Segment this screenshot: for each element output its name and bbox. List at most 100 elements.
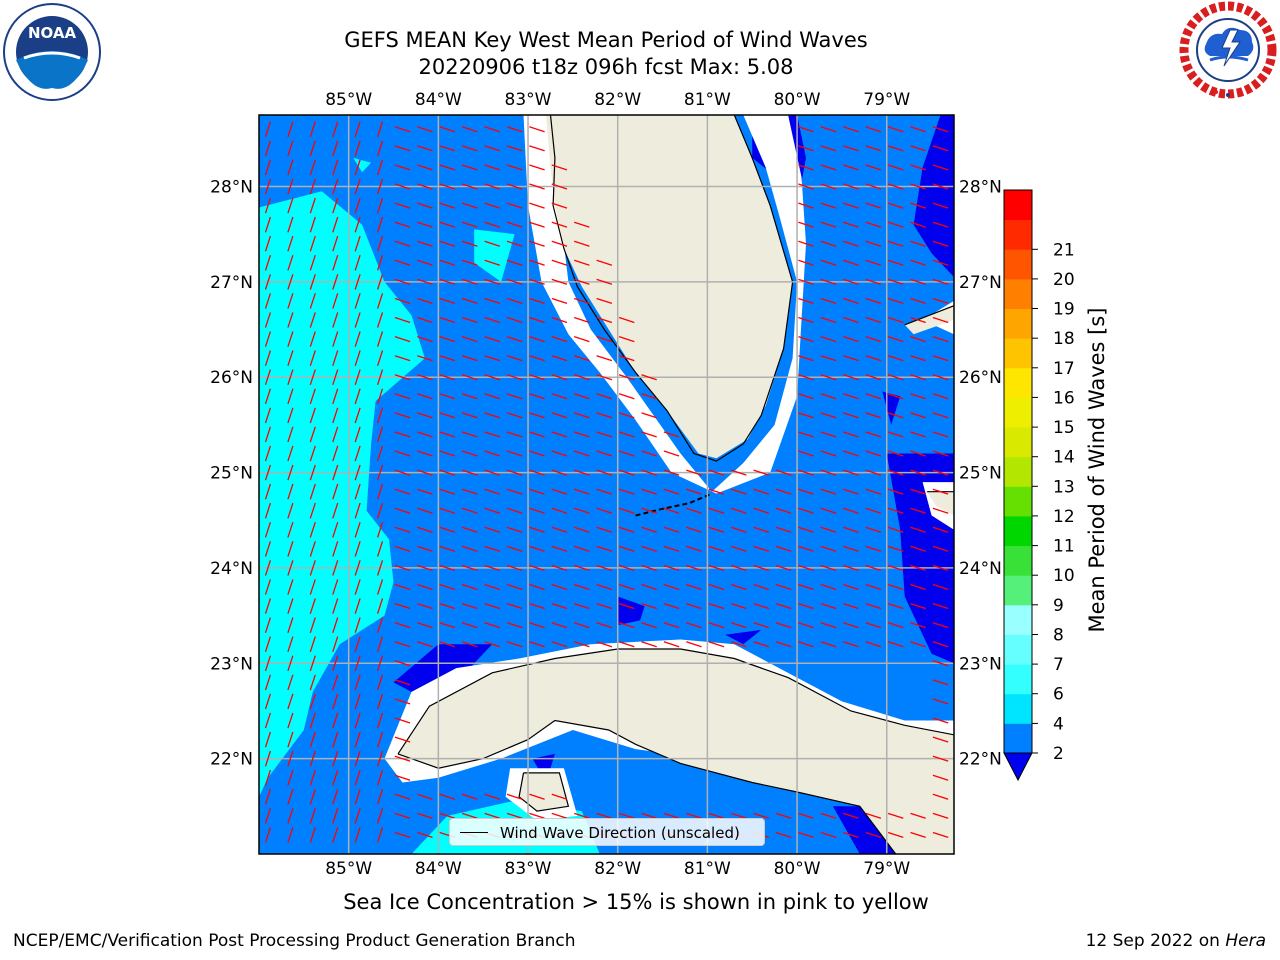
wind-wave-arrow — [887, 564, 904, 572]
coastline-grand-bahama — [904, 305, 954, 326]
wind-wave-arrow — [354, 235, 361, 252]
wind-wave-arrow — [332, 636, 339, 652]
wind-wave-arrow — [574, 812, 590, 819]
wind-wave-arrow — [376, 350, 384, 366]
wind-wave-arrow — [529, 564, 545, 572]
wind-wave-arrow — [439, 297, 456, 305]
wind-wave-arrow — [663, 526, 680, 533]
wind-wave-arrow — [775, 812, 792, 819]
wind-wave-arrows — [264, 121, 949, 843]
wind-wave-arrow — [596, 583, 613, 591]
wind-wave-arrow — [287, 426, 294, 443]
wind-wave-arrow — [309, 197, 316, 214]
wind-wave-arrow — [309, 541, 316, 557]
wind-wave-arrow — [820, 602, 837, 610]
wind-wave-arrow — [394, 660, 411, 667]
wind-wave-arrow — [932, 564, 949, 572]
wind-wave-arrow — [439, 545, 456, 552]
wind-wave-arrow — [731, 602, 747, 610]
wind-wave-arrow — [932, 679, 949, 686]
wind-wave-arrow — [618, 469, 635, 476]
wind-wave-arrow — [417, 545, 433, 552]
y-tick-label-left: 26°N — [210, 368, 253, 388]
wind-wave-arrow — [529, 431, 545, 438]
wind-wave-arrow — [287, 369, 294, 386]
wind-wave-arrow — [865, 526, 882, 533]
wind-wave-arrow — [264, 197, 272, 214]
legend-label: Wind Wave Direction (unscaled) — [500, 824, 740, 842]
wind-wave-arrow — [910, 564, 926, 572]
wind-wave-arrow — [354, 426, 361, 443]
wind-wave-arrow — [376, 426, 384, 443]
wind-wave-arrow — [798, 507, 814, 514]
wind-wave-arrow — [932, 164, 949, 171]
wind-wave-arrow — [910, 297, 926, 305]
wind-wave-arrow — [461, 221, 478, 228]
wind-wave-arrow — [461, 431, 478, 438]
wind-wave-arrow — [354, 483, 361, 500]
wind-wave-arrow — [287, 274, 294, 290]
wind-wave-arrow — [641, 507, 657, 514]
wind-wave-arrow — [574, 355, 590, 362]
wind-wave-arrow — [264, 407, 272, 424]
wind-wave-arrow — [417, 278, 433, 285]
wind-wave-arrow — [287, 788, 294, 805]
wind-wave-arrow — [551, 469, 568, 476]
wind-wave-arrow — [332, 159, 339, 176]
wind-wave-arrow — [506, 583, 523, 591]
wind-wave-arrow — [798, 545, 814, 552]
wind-wave-arrow — [394, 812, 411, 819]
wind-wave-arrow — [287, 254, 294, 271]
wind-wave-arrow — [596, 259, 613, 266]
wind-wave-arrow — [775, 602, 792, 610]
colorbar-tick-label: 11 — [1053, 537, 1075, 557]
wind-wave-arrow — [394, 259, 411, 266]
wind-wave-arrow — [820, 488, 837, 495]
wind-wave-arrow — [461, 335, 478, 343]
wind-wave-arrow — [461, 564, 478, 572]
wind-wave-arrow — [618, 641, 635, 648]
wind-wave-arrow — [618, 564, 635, 572]
wind-wave-arrow — [484, 183, 501, 190]
wind-wave-arrow — [663, 602, 680, 610]
wind-wave-arrow — [887, 259, 904, 266]
wind-wave-arrow — [506, 126, 523, 133]
footer-credit: NCEP/EMC/Verification Post Processing Pr… — [13, 931, 576, 951]
wind-wave-arrow — [775, 488, 792, 495]
y-tick-label-left: 27°N — [210, 273, 253, 293]
wind-wave-arrow — [798, 526, 814, 533]
wind-wave-arrow — [484, 259, 501, 266]
wind-wave-arrow — [708, 622, 725, 629]
wind-wave-arrow — [820, 278, 837, 285]
wind-wave-arrow — [376, 140, 384, 157]
colorbar-segment — [1004, 219, 1032, 250]
wind-wave-arrow — [865, 507, 882, 514]
colorbar-segment — [1004, 190, 1032, 221]
wind-wave-arrow — [439, 641, 456, 648]
wind-wave-arrow — [865, 335, 882, 343]
wind-wave-arrow — [287, 655, 294, 672]
wind-wave-arrow — [332, 827, 339, 843]
wind-wave-arrow — [287, 731, 294, 748]
wind-wave-arrow — [798, 393, 814, 400]
wind-wave-arrow — [820, 469, 837, 476]
wind-wave-arrow — [708, 641, 725, 648]
wind-wave-arrow — [461, 488, 478, 495]
wind-wave-arrow — [439, 564, 456, 572]
wind-wave-arrow — [618, 622, 635, 629]
wind-wave-arrow — [354, 445, 361, 462]
wind-wave-arrow — [730, 469, 747, 476]
colorbar-tick-label: 12 — [1053, 507, 1075, 527]
noaa-logo: NOAA — [2, 2, 102, 102]
wind-wave-arrow — [417, 641, 433, 648]
wind-wave-arrow — [887, 240, 904, 247]
wind-wave-arrow — [820, 545, 837, 552]
wind-wave-arrow — [865, 545, 882, 552]
wind-wave-arrow — [843, 164, 859, 171]
wind-wave-arrow — [820, 564, 837, 572]
wind-wave-arrow — [910, 126, 926, 133]
wind-wave-arrow — [887, 526, 904, 533]
wind-wave-arrow — [910, 259, 926, 266]
wind-wave-arrow — [910, 202, 926, 209]
wind-wave-arrow — [798, 202, 814, 209]
